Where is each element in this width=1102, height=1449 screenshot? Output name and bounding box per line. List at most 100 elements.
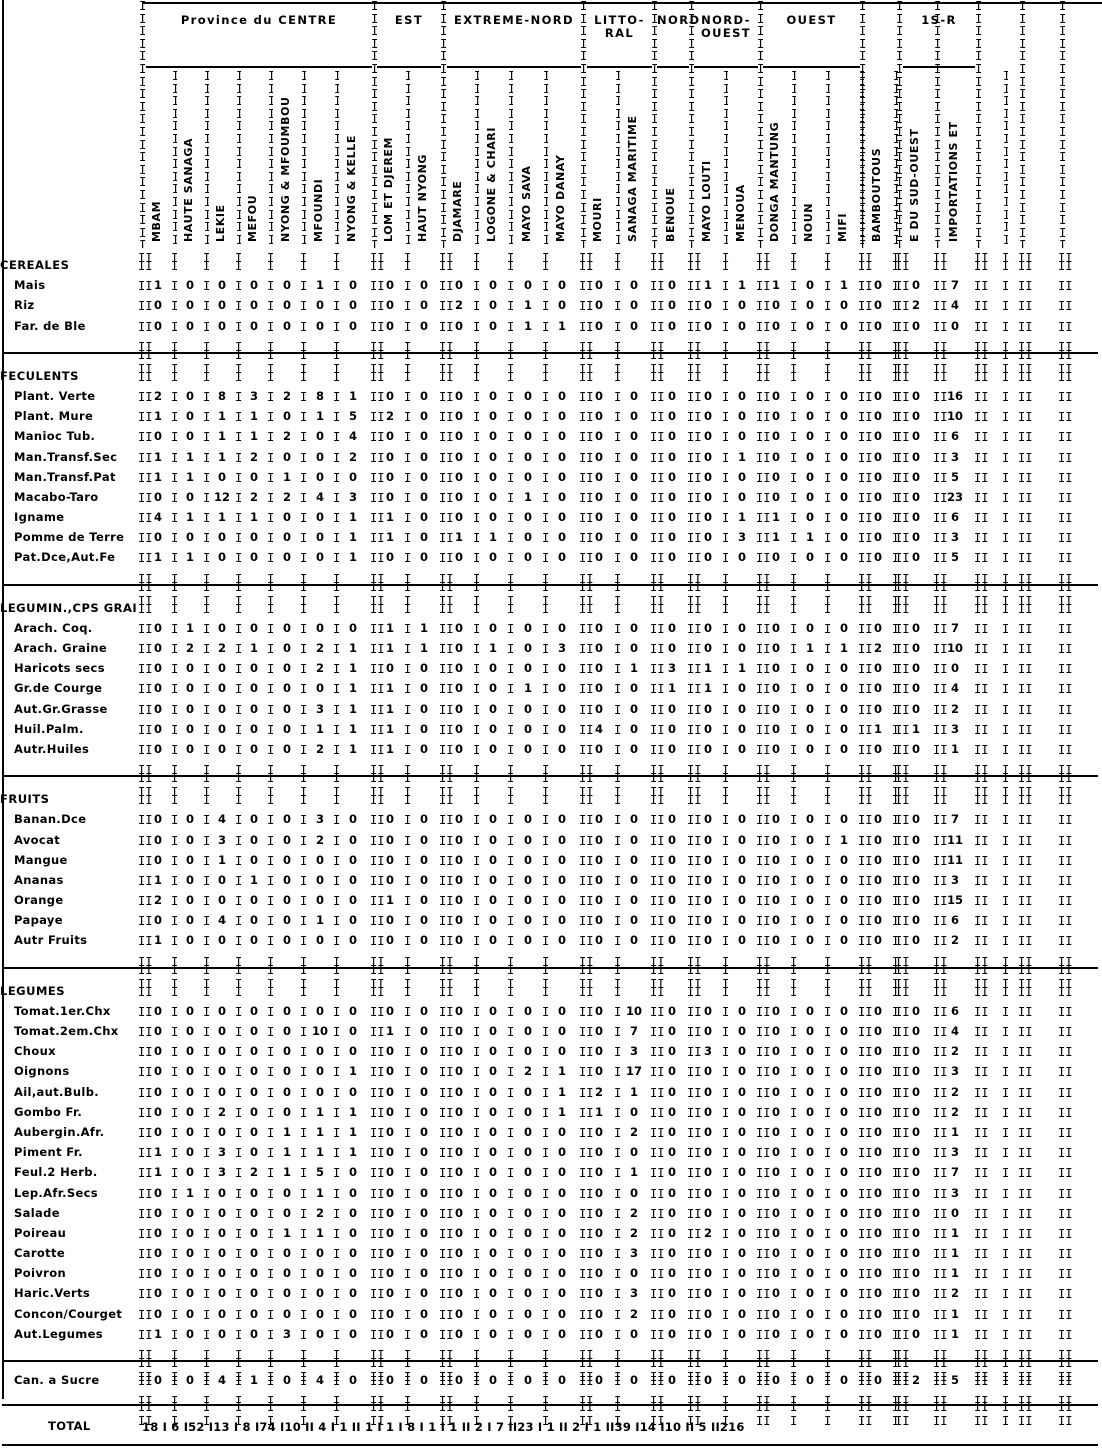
- cell-value: 0: [771, 318, 780, 333]
- column-separator-15: I I I I I I I I I I I I I I: [893, 70, 898, 247]
- cell-value: 0: [667, 832, 676, 847]
- row-separator: I: [824, 1045, 832, 1060]
- cell-value: 2: [249, 449, 258, 464]
- row-separator: I: [267, 1307, 275, 1322]
- row-double-separator: II: [974, 1226, 989, 1241]
- row-separator: I: [892, 470, 900, 485]
- row-separator: I: [171, 470, 179, 485]
- data-row: II II II II II II II II II II II II II I I I I I I I I I I I I I I…: [0, 1244, 1102, 1264]
- column-separator-10: I I I I I I I I I I I I I I: [615, 70, 620, 247]
- cell-value: 0: [839, 318, 848, 333]
- cell-value: 0: [282, 1266, 291, 1281]
- province-header-5: NORD- OUEST: [694, 14, 758, 39]
- row-label: Concon/Courget: [14, 1306, 123, 1321]
- province-separator-6: II II II II II II II II II II II II II I…: [757, 0, 764, 248]
- cell-value: 0: [737, 1266, 746, 1281]
- cell-value: 0: [185, 832, 194, 847]
- row-double-separator: II: [650, 1105, 665, 1120]
- row-separator: I: [473, 1025, 481, 1039]
- cell-value: 0: [488, 1064, 497, 1079]
- row-separator: I: [333, 873, 341, 888]
- row-separator: I: [1002, 571, 1010, 586]
- row-separator: I: [892, 1125, 900, 1140]
- cell-value: 1: [629, 661, 638, 676]
- row-double-separator: II: [933, 1307, 948, 1322]
- cell-value: 2: [950, 701, 959, 716]
- province-underline: [587, 66, 652, 68]
- row-separator: I: [507, 1327, 515, 1342]
- row-separator: I: [1002, 914, 1010, 929]
- cell-value: 0: [249, 620, 258, 635]
- row-double-separator: II: [1058, 813, 1073, 828]
- cell-value: 0: [385, 1165, 394, 1180]
- province-separator-4: II II II II II II II II II II II II II I…: [651, 0, 658, 248]
- row-separator: I: [790, 984, 798, 999]
- row-separator: I: [722, 1166, 730, 1181]
- cell-value: 1: [839, 278, 848, 293]
- row-separator: I: [824, 450, 832, 465]
- row-separator: I: [203, 551, 211, 566]
- row-separator: I: [333, 339, 341, 354]
- cell-value: 2: [911, 1373, 920, 1387]
- cell-value: 0: [703, 620, 712, 635]
- row-separator: I: [300, 984, 308, 999]
- row-double-separator: II: [1018, 259, 1033, 273]
- row-separator: I: [300, 251, 308, 265]
- cell-value: 0: [911, 1225, 920, 1240]
- row-separator: I: [1002, 1105, 1010, 1120]
- row-separator: I: [824, 531, 832, 546]
- row-separator: I: [892, 279, 900, 294]
- row-double-separator: II: [687, 259, 702, 273]
- cell-value: 0: [911, 1246, 920, 1261]
- row-double-separator: II: [439, 793, 454, 808]
- cell-value: 0: [629, 469, 638, 484]
- cell-value: 0: [315, 510, 324, 525]
- row-separator: I: [542, 1004, 550, 1019]
- cell-value: 0: [629, 1145, 638, 1160]
- province-underline: [146, 66, 372, 68]
- cell-value: 0: [419, 1124, 428, 1139]
- cell-value: 1: [282, 1165, 291, 1180]
- row-separator: I: [614, 934, 622, 949]
- row-separator: I: [614, 361, 622, 376]
- row-double-separator: II: [1058, 742, 1073, 757]
- cell-value: 0: [315, 681, 324, 696]
- row-separator: I: [858, 531, 866, 546]
- row-separator: I: [333, 490, 341, 505]
- cell-value: 0: [629, 913, 638, 928]
- row-separator: I: [404, 1307, 412, 1322]
- cell-value: 0: [805, 913, 814, 928]
- cell-value: 0: [419, 1185, 428, 1200]
- row-separator: I: [1002, 894, 1010, 909]
- cell-value: 0: [771, 832, 780, 847]
- cell-value: 0: [348, 1024, 357, 1038]
- cell-value: 0: [594, 449, 603, 464]
- cell-value: 0: [557, 449, 566, 464]
- cell-value: 0: [667, 278, 676, 293]
- row-separator: I: [267, 894, 275, 909]
- row-separator: I: [614, 593, 622, 608]
- row-separator: I: [892, 430, 900, 445]
- row-separator: I: [171, 361, 179, 376]
- cell-value: 0: [667, 701, 676, 716]
- cell-value: 0: [185, 933, 194, 948]
- row-double-separator: II: [756, 601, 771, 616]
- row-double-separator: II: [974, 1327, 989, 1342]
- row-separator: I: [614, 1125, 622, 1140]
- row-separator: I: [267, 1287, 275, 1302]
- cell-value: 0: [911, 388, 920, 403]
- cell-value: 0: [454, 388, 463, 403]
- row-separator: I: [1002, 1065, 1010, 1080]
- row-double-separator: II: [687, 793, 702, 808]
- cell-value: 0: [282, 278, 291, 293]
- row-separator: I: [614, 251, 622, 265]
- row-separator: I: [203, 601, 211, 616]
- section-header-row: II II II II II II II II II II II II II I I I I I I I I I I I I I I…: [0, 982, 1102, 1002]
- cell-value: 0: [873, 1326, 882, 1341]
- row-separator: I: [790, 511, 798, 526]
- cell-value: 0: [249, 893, 258, 908]
- row-separator: I: [235, 531, 243, 546]
- cell-value: 0: [805, 741, 814, 756]
- row-label: Mangue: [14, 852, 68, 867]
- cell-value: 1: [153, 469, 162, 484]
